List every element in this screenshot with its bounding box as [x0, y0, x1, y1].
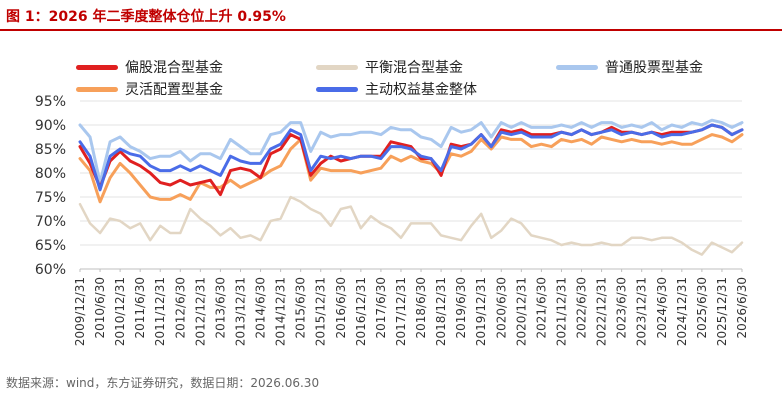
x-tick-label: 2016/12/31: [354, 277, 368, 346]
x-tick-label: 2018/12/31: [434, 277, 448, 346]
legend-item: 灵活配置型基金: [76, 79, 223, 99]
series-line-2: [78, 195, 744, 256]
series-line-4: [78, 133, 744, 204]
y-tick-label: 80%: [35, 166, 66, 182]
y-tick-label: 90%: [35, 118, 66, 134]
y-tick-label: 70%: [35, 214, 66, 230]
legend-item: 平衡混合型基金: [316, 57, 463, 77]
x-tick-label: 2020/12/31: [514, 277, 528, 346]
x-tick-label: 2026/6/30: [735, 277, 749, 339]
x-tick-label: 2011/6/30: [133, 277, 147, 339]
x-tick-label: 2019/12/31: [474, 277, 488, 346]
x-tick-label: 2022/6/30: [575, 277, 589, 339]
x-tick-label: 2017/12/31: [394, 277, 408, 346]
legend-item: 偏股混合型基金: [76, 57, 223, 77]
x-tick-label: 2018/6/30: [414, 277, 428, 339]
title-underline: [0, 29, 782, 31]
legend-label: 主动权益基金整体: [365, 82, 477, 98]
x-tick-label: 2023/12/31: [635, 277, 649, 346]
x-tick-label: 2022/12/31: [595, 277, 609, 346]
x-tick-label: 2014/12/31: [274, 277, 288, 346]
x-tick-label: 2020/6/30: [494, 277, 508, 339]
x-tick-label: 2017/6/30: [374, 277, 388, 339]
x-tick-label: 2014/6/30: [254, 277, 268, 339]
x-tick-label: 2011/12/31: [153, 277, 167, 346]
legend-label: 平衡混合型基金: [365, 60, 463, 76]
x-tick-label: 2025/12/31: [715, 277, 729, 346]
legend-item: 主动权益基金整体: [316, 79, 477, 99]
x-tick-label: 2009/12/31: [73, 277, 87, 346]
x-tick-label: 2015/6/30: [294, 277, 308, 339]
x-tick-label: 2012/12/31: [193, 277, 207, 346]
x-tick-label: 2013/6/30: [213, 277, 227, 339]
x-tick-label: 2015/12/31: [314, 277, 328, 346]
chart-title: 图 1：2026 年二季度整体仓位上升 0.95%: [6, 9, 286, 25]
x-tick-label: 2010/12/31: [113, 277, 127, 346]
y-tick-label: 65%: [35, 238, 66, 254]
legend-item: 普通股票型基金: [556, 57, 703, 77]
legend-swatch: [76, 64, 118, 70]
x-tick-label: 2023/6/30: [615, 277, 629, 339]
x-tick-label: 2024/12/31: [675, 277, 689, 346]
series-line-3: [78, 118, 744, 185]
y-tick-label: 95%: [35, 94, 66, 110]
x-tick-label: 2025/6/30: [695, 277, 709, 339]
x-tick-label: 2024/6/30: [655, 277, 669, 339]
x-tick-label: 2019/6/30: [454, 277, 468, 339]
legend-label: 灵活配置型基金: [125, 82, 223, 98]
source-note: 数据来源：wind，东方证券研究，数据日期：2026.06.30: [6, 376, 320, 390]
y-tick-label: 75%: [35, 190, 66, 206]
line-chart: 60% 65% 70% 75% 80% 85% 90% 95% 2009/12/31 2010/6…: [35, 94, 749, 346]
legend-swatch: [76, 86, 118, 92]
legend-swatch: [316, 64, 358, 70]
x-tick-label: 2021/12/31: [554, 277, 568, 346]
x-tick-label: 2013/12/31: [233, 277, 247, 346]
legend-swatch: [556, 64, 598, 70]
x-tick-label: 2021/6/30: [534, 277, 548, 339]
legend-label: 偏股混合型基金: [125, 60, 223, 76]
x-tick-label: 2016/6/30: [334, 277, 348, 339]
x-tick-label: 2012/6/30: [173, 277, 187, 339]
series-line-5: [78, 123, 744, 192]
x-tick-label: 2010/6/30: [93, 277, 107, 339]
legend-label: 普通股票型基金: [605, 60, 703, 76]
legend-swatch: [316, 86, 358, 92]
y-tick-label: 60%: [35, 262, 66, 278]
y-tick-label: 85%: [35, 142, 66, 158]
